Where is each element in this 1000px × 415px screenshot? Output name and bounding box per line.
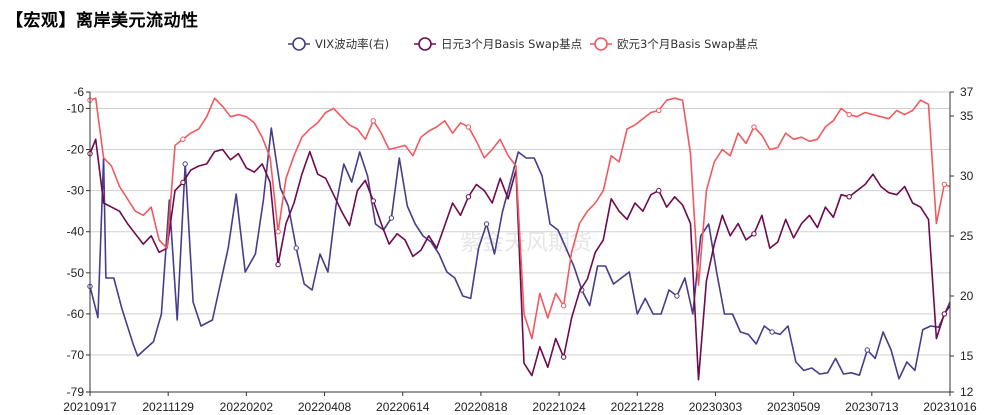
series-line-1 — [89, 127, 951, 380]
page-title: 【宏观】离岸美元流动性 — [6, 11, 199, 31]
x-tick-label: 20220818 — [454, 400, 508, 414]
series-2-point — [941, 311, 948, 317]
right-tick-label: 30 — [960, 169, 974, 183]
left-tick-label: -60 — [67, 307, 85, 321]
x-tick-label: 20211129 — [142, 400, 194, 414]
right-tick-label: 20 — [960, 289, 974, 303]
right-tick-label: 12 — [960, 385, 974, 399]
legend-marker — [594, 37, 608, 51]
series-3-point — [180, 136, 186, 142]
series-1-point — [483, 221, 490, 227]
series-1-point — [674, 293, 680, 299]
series-1-point — [769, 329, 775, 335]
legend: VIX波动率(右) 日元3个月Basis Swap基点 欧元3个月Basis Swa… — [288, 37, 758, 51]
x-tick-label: 20221228 — [611, 400, 665, 414]
series-2-point — [846, 194, 852, 200]
series-3-point — [846, 111, 852, 118]
series-3-point — [751, 124, 757, 130]
series-line-3 — [89, 97, 951, 340]
series-1-point — [182, 161, 188, 167]
legend-marker — [418, 37, 432, 51]
x-tick-label: 20230509 — [767, 400, 821, 414]
series-1-point — [864, 347, 870, 353]
x-tick-label: 20230713 — [845, 400, 899, 414]
series-line-2 — [89, 138, 951, 381]
left-tick-label: -30 — [67, 184, 85, 198]
series-2-point — [370, 198, 376, 204]
left-tick-label: -10 — [67, 101, 85, 115]
legend-label: VIX波动率(右) — [315, 37, 389, 51]
series-3-point — [656, 107, 662, 114]
series-2-point — [275, 261, 281, 268]
x-tick-label: 20220202 — [220, 400, 274, 414]
legend-label: 日元3个月Basis Swap基点 — [441, 37, 582, 51]
right-tick-label: 37 — [960, 85, 974, 99]
left-tick-label: -40 — [67, 225, 85, 239]
series-3-point — [465, 124, 472, 130]
right-tick-label: 25 — [960, 229, 974, 243]
series-3-point — [275, 229, 281, 235]
left-tick-label: -50 — [67, 266, 85, 280]
x-tick-label: 20220614 — [376, 400, 430, 414]
x-tick-label: 20230303 — [689, 400, 743, 414]
series-layer — [87, 97, 951, 381]
legend-label: 欧元3个月Basis Swap基点 — [617, 37, 758, 51]
series-3-point — [370, 118, 376, 124]
series-1-point — [293, 245, 299, 251]
legend-marker — [292, 37, 306, 51]
axes: -6 -10 -20 -30 -40 -50 -60 -70 -79 12 15 20 25 30 35 37… — [63, 85, 977, 414]
series-2-point — [751, 231, 757, 237]
x-tick-label: 20210917 — [63, 400, 117, 414]
right-tick-label: 15 — [960, 349, 974, 363]
watermark: 紫金天风期货 — [460, 231, 592, 256]
series-2-point — [656, 187, 662, 194]
left-tick-label: -6 — [73, 85, 84, 99]
series-3-point — [941, 181, 948, 188]
series-2-point — [180, 179, 186, 186]
series-3-point — [560, 302, 567, 309]
left-tick-label: -79 — [67, 385, 85, 399]
left-tick-label: -70 — [67, 348, 85, 362]
series-2-point — [560, 354, 567, 360]
x-tick-label: 20231016 — [923, 400, 977, 414]
right-tick-label: 35 — [960, 109, 974, 123]
left-tick-label: -20 — [67, 143, 85, 157]
series-2-point — [465, 194, 472, 200]
series-1-point — [388, 215, 395, 221]
x-tick-label: 20221024 — [532, 400, 586, 414]
x-tick-label: 20220408 — [298, 400, 352, 414]
